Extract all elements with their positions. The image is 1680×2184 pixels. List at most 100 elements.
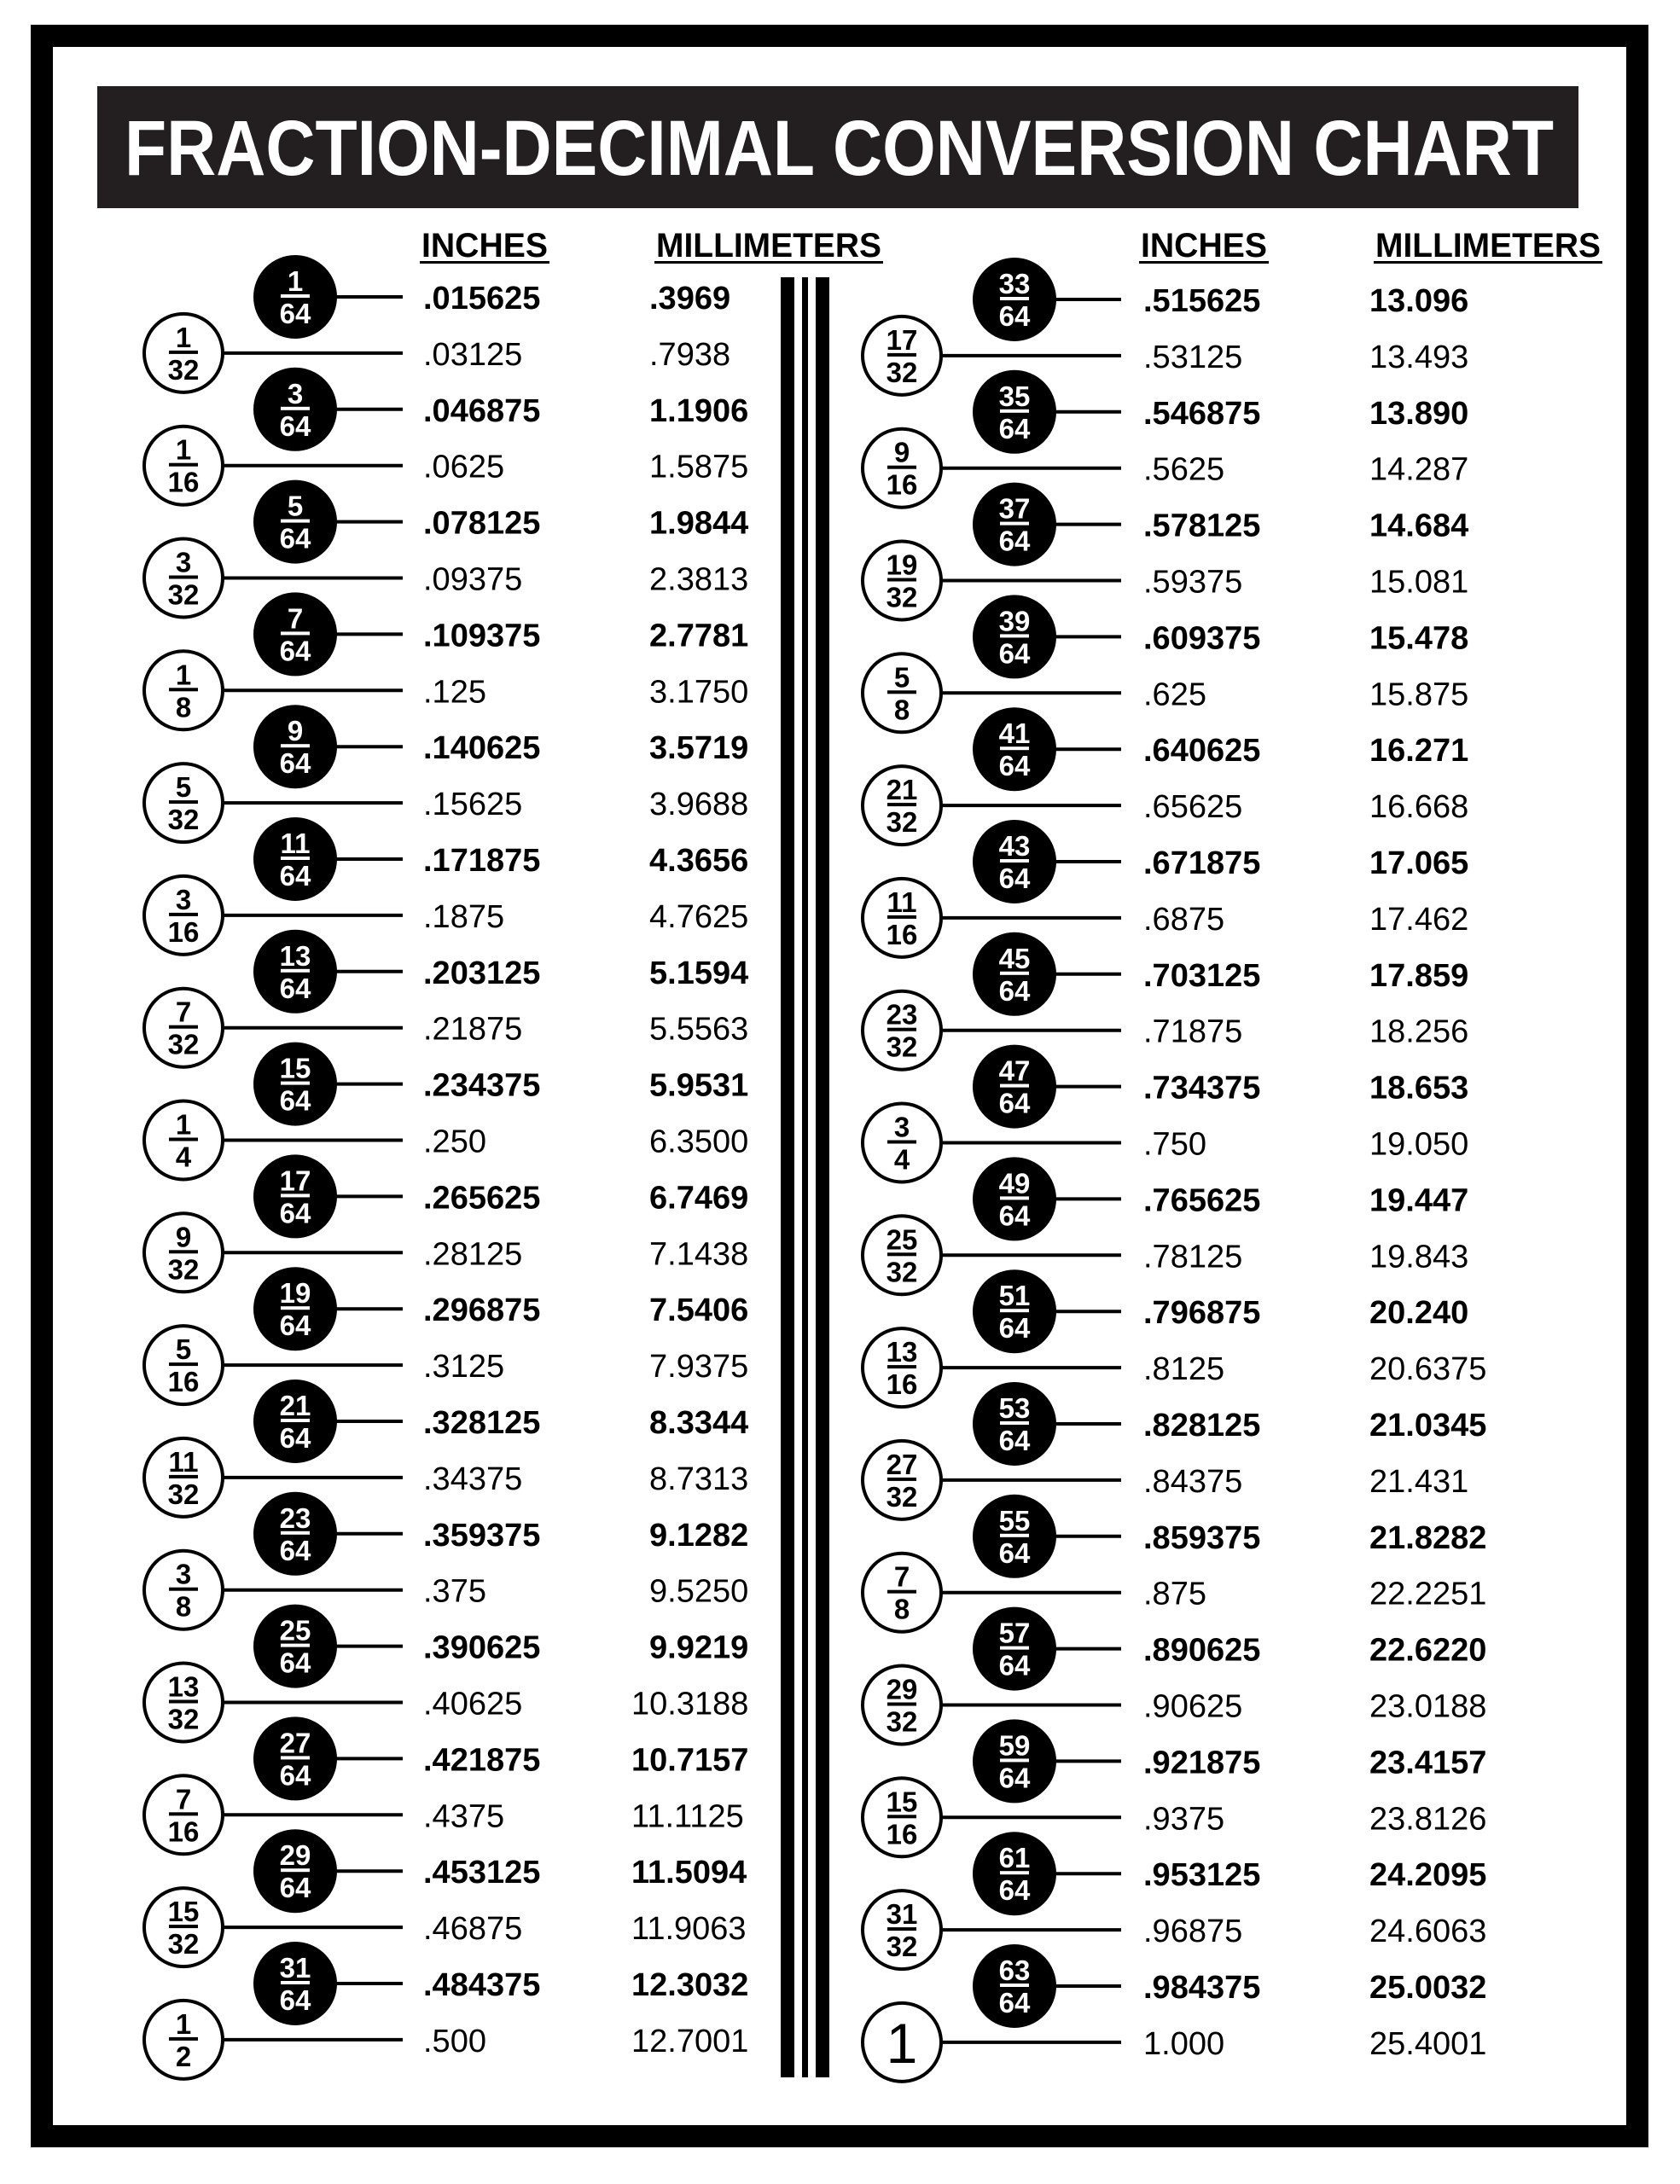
fraction-bar <box>169 1025 198 1029</box>
fraction-numerator: 43 <box>999 830 1031 862</box>
fraction-bar <box>1000 1309 1029 1313</box>
inches-value: .3125 <box>423 1349 504 1385</box>
millimeters-value: 24.2095 <box>1369 1857 1486 1893</box>
millimeters-value: 19.843 <box>1369 1239 1468 1275</box>
millimeters-value: 11.9063 <box>631 1911 747 1947</box>
fraction-numerator: 39 <box>999 605 1031 636</box>
inches-value: .421875 <box>423 1742 540 1778</box>
inches-value: .859375 <box>1143 1520 1260 1556</box>
fraction-denominator: 64 <box>280 1759 311 1791</box>
fraction-bar <box>1000 521 1029 526</box>
fraction-denominator: 8 <box>176 1591 191 1623</box>
fraction-denominator: 4 <box>176 1141 192 1173</box>
fraction-numerator: 9 <box>288 715 303 746</box>
fraction-numerator: 1 <box>176 322 191 353</box>
millimeters-value: 7.1438 <box>649 1236 748 1272</box>
fraction-denominator: 16 <box>168 1366 200 1397</box>
millimeters-value: 11.5094 <box>631 1855 747 1891</box>
conversion-row: 932 .28125 7.1438 <box>142 1211 748 1294</box>
millimeters-value: 22.2251 <box>1369 1577 1486 1612</box>
fraction-denominator: 64 <box>280 860 311 892</box>
fraction-denominator: 64 <box>280 747 311 779</box>
millimeters-value: 4.3656 <box>649 843 748 879</box>
fraction-bar <box>169 1474 198 1478</box>
fraction-bar <box>887 1252 916 1257</box>
fraction-bar <box>169 1250 198 1254</box>
fraction-bar <box>1000 297 1029 300</box>
millimeters-value: 19.447 <box>1369 1182 1468 1218</box>
fraction-denominator: 64 <box>999 1762 1031 1793</box>
fraction-numerator: 37 <box>999 493 1031 525</box>
fraction-denominator: 8 <box>894 694 910 725</box>
millimeters-value: 1.9844 <box>649 506 748 542</box>
millimeters-value: 17.065 <box>1369 845 1468 881</box>
millimeters-value: 18.256 <box>1369 1014 1468 1050</box>
fraction-bar <box>887 915 916 919</box>
inches-value: .65625 <box>1143 789 1242 825</box>
fraction-bar <box>281 1194 310 1198</box>
millimeters-value: 6.3500 <box>649 1124 748 1160</box>
fraction-denominator: 64 <box>999 1987 1031 2018</box>
fraction-numerator: 1 <box>176 659 191 690</box>
fraction-denominator: 8 <box>894 1594 910 1625</box>
millimeters-value: 25.4001 <box>1369 2026 1486 2062</box>
conversion-row: 12 .500 12.7001 <box>142 1998 748 2081</box>
fraction-denominator: 32 <box>168 354 200 386</box>
inches-value: .078125 <box>423 506 540 542</box>
fraction-denominator: 64 <box>280 1872 311 1903</box>
conversion-row: 58 .625 15.875 <box>861 652 1468 735</box>
inches-value: .8125 <box>1143 1351 1224 1387</box>
inches-value: .500 <box>423 2024 486 2059</box>
millimeters-value: 2.3813 <box>649 562 748 598</box>
left-inches-header: INCHES <box>421 227 548 264</box>
inches-value: .328125 <box>423 1405 540 1441</box>
fraction-numerator: 27 <box>887 1449 918 1480</box>
conversion-row: 38 .375 9.5250 <box>142 1548 748 1631</box>
fraction-numerator: 11 <box>887 886 917 918</box>
fraction-bar <box>1000 409 1029 413</box>
fraction-bar <box>281 1531 310 1535</box>
left-inches-underline <box>420 261 549 264</box>
fraction-numerator: 17 <box>887 324 918 356</box>
inches-value: .21875 <box>423 1012 522 1048</box>
title-bar <box>97 86 1578 208</box>
millimeters-value: 16.271 <box>1369 733 1468 769</box>
fraction-numerator: 63 <box>999 1955 1031 1986</box>
fraction-denominator: 64 <box>999 1425 1031 1456</box>
millimeters-value: 21.0345 <box>1369 1408 1486 1443</box>
fraction-denominator: 16 <box>887 1818 918 1850</box>
conversion-row: 916 .5625 14.287 <box>861 427 1468 509</box>
fraction-denominator: 32 <box>887 1031 918 1063</box>
fraction-denominator: 64 <box>280 523 311 555</box>
inches-value: .46875 <box>423 1911 522 1947</box>
inches-value: .84375 <box>1143 1464 1242 1500</box>
fraction-denominator: 64 <box>280 1647 311 1679</box>
fraction-bar <box>169 350 198 354</box>
inches-value: .9375 <box>1143 1801 1224 1837</box>
conversion-row: 716 .4375 11.1125 <box>142 1774 744 1856</box>
divider-bar-middle <box>802 277 808 2077</box>
fraction-denominator: 32 <box>887 1481 918 1513</box>
fraction-numerator: 21 <box>887 774 918 805</box>
millimeters-value: 25.0032 <box>1369 1970 1486 2006</box>
fraction-bar <box>169 1812 198 1816</box>
inches-value: .640625 <box>1143 733 1260 769</box>
millimeters-value: 17.859 <box>1369 958 1468 994</box>
fraction-denominator: 64 <box>999 526 1031 557</box>
fraction-numerator: 25 <box>887 1223 918 1255</box>
divider-bar-right <box>816 277 829 2077</box>
fraction-numerator: 23 <box>887 999 918 1031</box>
